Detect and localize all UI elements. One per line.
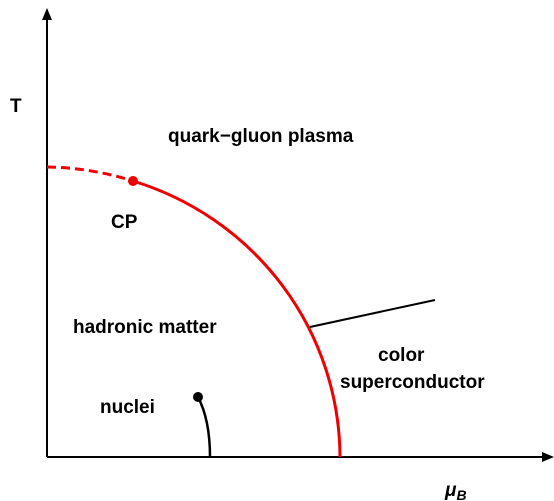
critical-point — [128, 176, 138, 186]
region-label: quark−gluon plasma — [168, 126, 354, 147]
point-label: CP — [111, 212, 138, 233]
region-label: hadronic matter — [73, 317, 217, 338]
point-label: nuclei — [100, 397, 155, 418]
x-label-main: μ — [444, 480, 457, 501]
crossover-line — [46, 165, 134, 183]
region-label: color — [378, 345, 425, 366]
x-label-sub: B — [456, 487, 466, 501]
y-label: T — [10, 96, 22, 117]
transition-line — [132, 179, 342, 458]
nuclei-line — [196, 396, 212, 458]
pointer-line — [309, 299, 436, 328]
x-label: μB — [444, 480, 467, 501]
region-label: superconductor — [340, 372, 485, 393]
